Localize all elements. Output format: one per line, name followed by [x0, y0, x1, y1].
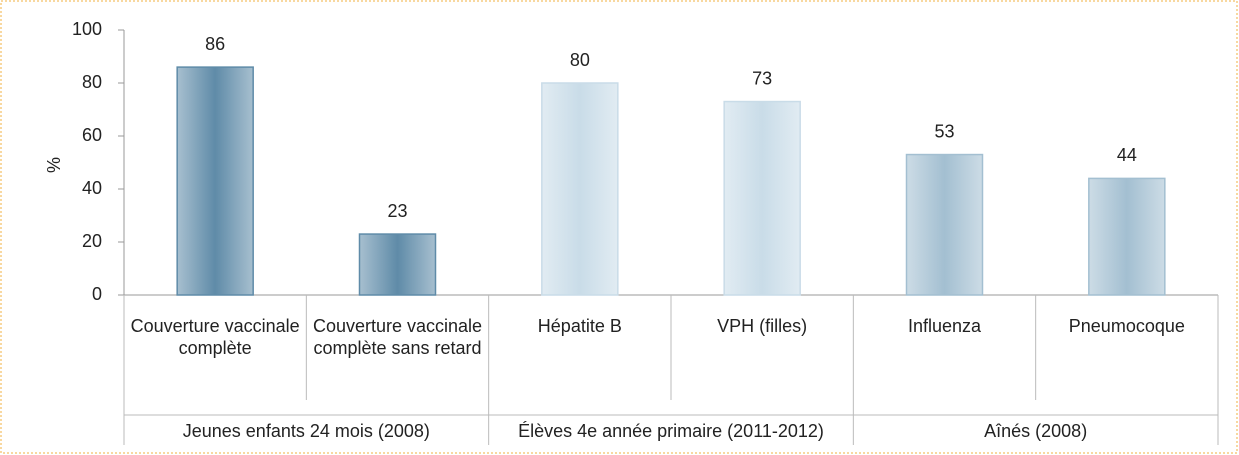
x-tick-label: Pneumocoque	[1068, 316, 1185, 336]
x-tick-label: Hépatite B	[537, 316, 622, 336]
group-label: Aînés (2008)	[984, 421, 1087, 441]
y-tick-label: 60	[82, 125, 102, 145]
y-tick-label: 20	[82, 231, 102, 251]
data-label: 44	[1117, 145, 1137, 165]
y-tick-label: 100	[72, 19, 102, 39]
bar	[541, 82, 619, 296]
x-tick-label: VPH (filles)	[717, 316, 808, 336]
data-label: 80	[570, 50, 590, 70]
y-axis-label: %	[44, 157, 64, 173]
data-label: 23	[387, 201, 407, 221]
data-label: 73	[752, 68, 772, 88]
data-label: 86	[205, 34, 225, 54]
x-tick-label: Influenza	[907, 316, 982, 336]
bar	[358, 233, 437, 296]
group-label: Élèves 4e année primaire (2011-2012)	[518, 421, 824, 441]
bar	[176, 66, 254, 296]
bar	[723, 100, 801, 296]
y-tick-label: 80	[82, 72, 102, 92]
bar	[1088, 177, 1166, 296]
data-label: 53	[934, 121, 954, 141]
group-label: Jeunes enfants 24 mois (2008)	[183, 421, 430, 441]
x-tick-label: Couverture vaccinale complète sans retar…	[312, 316, 483, 358]
y-tick-label: 0	[92, 284, 102, 304]
bar	[905, 153, 984, 296]
y-tick-label: 40	[82, 178, 102, 198]
x-tick-label: Couverture vaccinale complète	[130, 316, 300, 358]
